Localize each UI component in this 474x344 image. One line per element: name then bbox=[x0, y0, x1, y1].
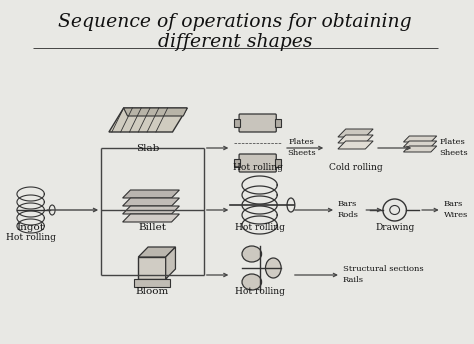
Text: Rails: Rails bbox=[343, 276, 364, 284]
Ellipse shape bbox=[265, 258, 281, 278]
Polygon shape bbox=[403, 146, 437, 152]
Polygon shape bbox=[338, 141, 373, 149]
Polygon shape bbox=[166, 247, 175, 279]
Bar bbox=[234, 159, 240, 167]
Text: Rods: Rods bbox=[338, 211, 359, 219]
Text: Hot rolling: Hot rolling bbox=[6, 234, 55, 243]
Bar bbox=[134, 279, 170, 287]
Bar bbox=[275, 119, 281, 127]
Text: Sheets: Sheets bbox=[287, 149, 316, 157]
Polygon shape bbox=[338, 129, 373, 137]
Text: Hot rolling: Hot rolling bbox=[235, 224, 284, 233]
Text: Wires: Wires bbox=[444, 211, 468, 219]
Bar bbox=[138, 257, 166, 279]
Text: Structural sections: Structural sections bbox=[343, 265, 423, 273]
Polygon shape bbox=[138, 247, 175, 257]
Text: Slab: Slab bbox=[137, 143, 160, 152]
Text: Drawing: Drawing bbox=[375, 224, 414, 233]
Ellipse shape bbox=[242, 274, 262, 290]
Text: Billet: Billet bbox=[138, 224, 166, 233]
Text: Plates: Plates bbox=[289, 138, 315, 146]
Polygon shape bbox=[403, 136, 437, 142]
Polygon shape bbox=[123, 198, 179, 206]
Polygon shape bbox=[403, 141, 437, 147]
Polygon shape bbox=[109, 108, 187, 132]
Text: Ingot: Ingot bbox=[17, 224, 45, 233]
Text: different shapes: different shapes bbox=[158, 33, 312, 51]
Text: Hot rolling: Hot rolling bbox=[235, 288, 284, 297]
Text: Sheets: Sheets bbox=[440, 149, 468, 157]
Bar bbox=[275, 159, 281, 167]
Ellipse shape bbox=[242, 246, 262, 262]
Text: Bloom: Bloom bbox=[136, 288, 169, 297]
Polygon shape bbox=[124, 108, 187, 116]
FancyBboxPatch shape bbox=[239, 114, 276, 132]
Polygon shape bbox=[123, 214, 179, 222]
Text: Cold rolling: Cold rolling bbox=[328, 162, 383, 172]
Polygon shape bbox=[338, 135, 373, 143]
Text: Bars: Bars bbox=[444, 200, 463, 208]
Text: Hot rolling: Hot rolling bbox=[233, 162, 283, 172]
Bar bbox=[234, 119, 240, 127]
Text: Plates: Plates bbox=[440, 138, 465, 146]
FancyBboxPatch shape bbox=[239, 154, 276, 172]
Polygon shape bbox=[123, 190, 179, 198]
Text: Bars: Bars bbox=[338, 200, 357, 208]
Polygon shape bbox=[123, 206, 179, 214]
Text: Sequence of operations for obtaining: Sequence of operations for obtaining bbox=[58, 13, 412, 31]
